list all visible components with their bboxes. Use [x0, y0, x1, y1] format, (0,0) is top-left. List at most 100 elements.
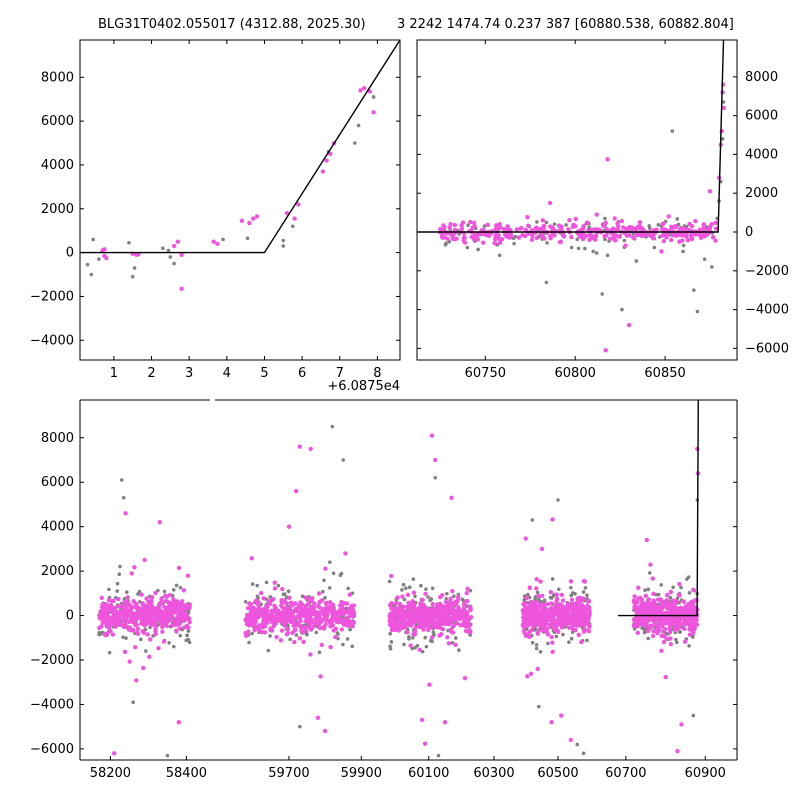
data-point — [388, 631, 392, 636]
data-point — [245, 605, 251, 611]
data-point — [319, 598, 324, 603]
data-point — [166, 248, 171, 253]
data-point — [334, 615, 340, 621]
data-point — [547, 200, 553, 206]
data-point — [601, 223, 606, 229]
data-point — [403, 611, 408, 617]
data-point — [149, 620, 154, 625]
data-point — [153, 627, 158, 633]
data-point — [407, 585, 412, 590]
data-point — [461, 605, 467, 610]
data-point — [436, 620, 441, 625]
data-point — [472, 223, 477, 229]
data-point — [172, 601, 177, 607]
data-point — [121, 495, 126, 500]
data-point — [575, 742, 579, 747]
data-point — [243, 633, 249, 639]
data-point — [643, 588, 647, 593]
data-point — [255, 594, 260, 599]
data-point — [651, 629, 656, 634]
x-tick-label: 60700 — [605, 766, 646, 781]
data-point — [271, 609, 276, 615]
data-point — [652, 245, 657, 250]
data-point — [309, 609, 315, 615]
data-point — [296, 202, 301, 207]
axes-frame — [79, 39, 401, 361]
data-point — [411, 577, 416, 581]
data-point — [516, 235, 522, 240]
data-point — [261, 614, 267, 620]
data-point — [555, 628, 560, 633]
data-point — [460, 622, 466, 628]
data-point — [397, 601, 402, 607]
data-point — [514, 227, 520, 232]
data-point — [680, 608, 685, 613]
data-point — [321, 589, 325, 594]
data-point — [671, 618, 676, 623]
data-point — [616, 224, 621, 229]
data-point — [106, 597, 112, 603]
data-point — [583, 233, 589, 239]
data-point — [713, 226, 719, 231]
data-point — [659, 583, 664, 587]
data-point — [173, 610, 178, 615]
data-point — [302, 607, 307, 613]
data-point — [120, 478, 124, 482]
data-point — [402, 597, 407, 602]
data-point — [341, 642, 345, 647]
data-point — [679, 722, 684, 727]
data-point — [578, 595, 584, 601]
data-point — [100, 620, 105, 625]
data-point — [285, 626, 291, 632]
data-point — [266, 648, 271, 653]
data-point — [524, 623, 530, 629]
data-point — [622, 238, 627, 243]
data-point — [682, 626, 687, 632]
data-point — [161, 639, 167, 644]
data-point — [394, 618, 399, 624]
data-point — [468, 614, 474, 620]
data-point — [145, 632, 150, 637]
data-point — [99, 624, 104, 629]
data-point — [544, 630, 550, 635]
data-point — [692, 625, 697, 631]
data-point — [557, 587, 561, 592]
data-point — [635, 630, 640, 636]
data-point — [326, 618, 332, 623]
data-point — [687, 644, 691, 648]
data-point — [161, 621, 167, 626]
data-point — [564, 223, 568, 227]
data-point — [167, 617, 173, 623]
data-point — [660, 623, 665, 629]
data-point — [686, 575, 691, 579]
data-point — [250, 631, 254, 636]
data-point — [702, 257, 707, 261]
data-point — [396, 609, 402, 614]
data-point — [438, 605, 444, 610]
data-point — [640, 227, 646, 232]
chart-title-right: 3 2242 1474.74 0.237 387 [60880.538, 608… — [397, 17, 734, 32]
data-point — [404, 604, 410, 610]
data-point — [110, 609, 115, 614]
data-point — [258, 590, 264, 596]
data-point — [632, 594, 637, 599]
data-point — [286, 524, 292, 529]
data-point — [124, 602, 130, 607]
data-point — [178, 585, 183, 590]
data-point — [532, 601, 538, 607]
data-point — [564, 606, 569, 611]
data-point — [531, 619, 536, 625]
data-point — [316, 616, 322, 622]
data-point — [253, 613, 258, 619]
full-lightcurve-panel: −6000 −4000 −2000 0 2000 4000 6000 8000 58200 584… — [30, 399, 738, 781]
y-tick-label: −4000 — [745, 303, 789, 318]
data-point — [496, 236, 502, 242]
model-line — [417, 40, 725, 233]
data-point — [319, 642, 324, 648]
y-tick-label: −6000 — [745, 341, 789, 356]
data-point — [592, 237, 598, 242]
data-point — [553, 623, 558, 628]
data-point — [533, 605, 538, 611]
data-point — [579, 616, 584, 622]
data-point — [464, 590, 469, 596]
